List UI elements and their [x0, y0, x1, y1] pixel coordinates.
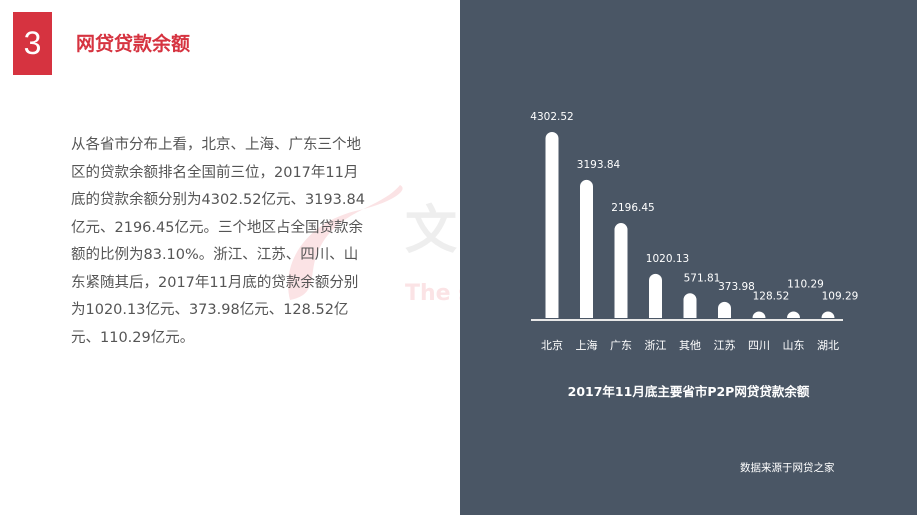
watermark-logo: 文 The s [270, 170, 471, 320]
body-paragraph: 从各省市分布上看，北京、上海、广东三个地区的贷款余额排名全国前三位，2017年1… [71, 137, 365, 346]
bar-山东 [787, 311, 800, 318]
category-label: 其他 [679, 339, 701, 352]
bar-湖北 [821, 311, 835, 318]
data-source-note: 数据来源于网贷之家 [740, 462, 835, 474]
chart-panel [460, 0, 917, 515]
category-label: 江苏 [714, 339, 736, 352]
category-label: 山东 [783, 339, 805, 352]
bar-江苏 [718, 301, 731, 318]
bar-广东 [614, 223, 628, 318]
section-number-badge: 3 [13, 12, 52, 75]
value-label: 2196.45 [611, 202, 654, 214]
category-label: 四川 [748, 339, 770, 352]
value-label: 128.52 [753, 291, 790, 303]
bar-北京 [545, 132, 559, 318]
page-title: 网贷贷款余额 [76, 33, 191, 55]
value-label: 373.98 [718, 281, 755, 293]
bar-chart: 4302.52 北京 3193.84 上海 2196.45 广东 1020.13 浙江 571.… [530, 111, 859, 352]
value-label: 3193.84 [577, 159, 621, 171]
category-label: 湖北 [817, 339, 839, 352]
value-label: 4302.52 [530, 111, 573, 123]
chart-title: 2017年11月底主要省市P2P网贷贷款余额 [567, 384, 810, 399]
category-label: 上海 [576, 338, 598, 352]
category-label: 浙江 [645, 339, 667, 352]
category-label: 广东 [610, 339, 632, 352]
bar-浙江 [649, 273, 662, 318]
bar-上海 [580, 179, 593, 318]
value-label: 110.29 [787, 279, 824, 291]
value-label: 109.29 [822, 291, 859, 303]
value-label: 571.81 [684, 272, 721, 284]
bar-四川 [752, 311, 766, 318]
bar-其他 [683, 293, 697, 318]
value-label: 1020.13 [646, 253, 689, 265]
category-label: 北京 [541, 338, 563, 352]
watermark-text: 文 [405, 201, 457, 261]
